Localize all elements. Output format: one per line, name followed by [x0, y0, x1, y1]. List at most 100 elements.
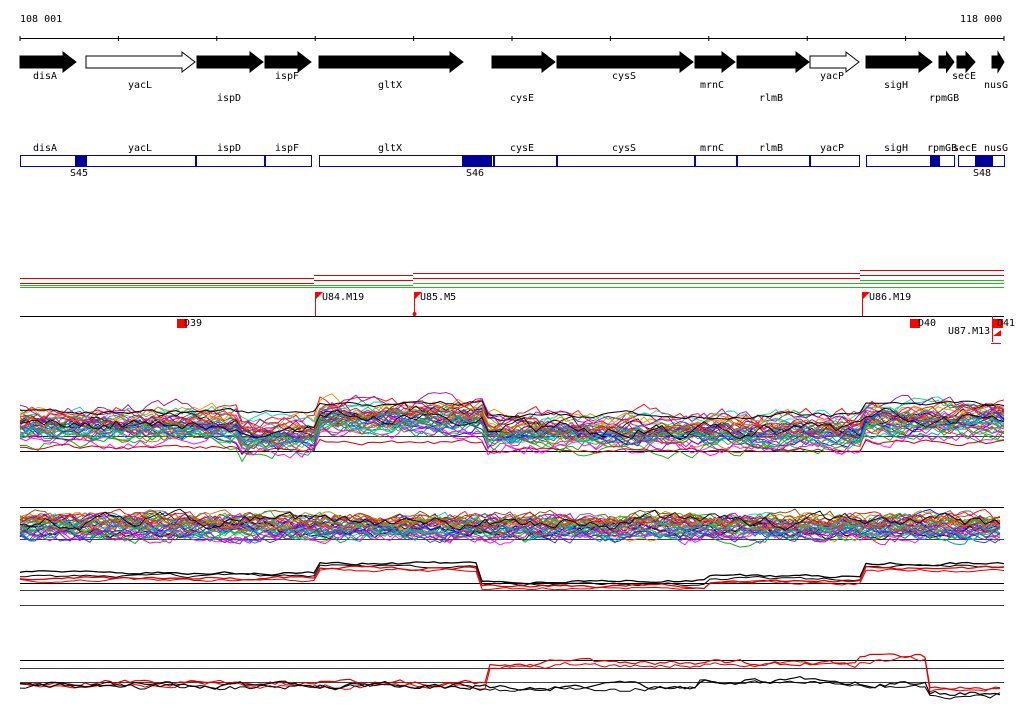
track3-black-trace [19, 675, 1001, 696]
track1-trace [19, 412, 1005, 448]
gene-label-yacP: yacP [820, 71, 845, 82]
gene-label-gltX: gltX [378, 80, 403, 91]
gene-label-rlmB: rlmB [759, 93, 784, 104]
upstream-marker-flag [993, 330, 1001, 336]
region-box [196, 155, 265, 167]
track3-black-trace [19, 679, 1001, 700]
gene-arrow-ispD [196, 50, 264, 74]
region-label-rlmB: rlmB [759, 143, 784, 154]
gene-label-sigH: sigH [884, 80, 909, 91]
region-label-secE: secE [953, 143, 978, 154]
region-label-sigH: sigH [884, 143, 909, 154]
track2-trace [19, 512, 1001, 531]
gene-arrow-disA [19, 50, 77, 74]
region-box [737, 155, 810, 167]
gene-label-yacL: yacL [128, 80, 153, 91]
gene-arrow-ispF [264, 50, 312, 74]
site-label-S45: S45 [70, 168, 89, 179]
upstream-marker-U84.M19: U84.M19 [322, 292, 365, 303]
track2-trace [19, 522, 1001, 542]
gene-arrow-cysS [556, 50, 694, 74]
upstream-marker-U87.M13: U87.M13 [948, 326, 991, 337]
track2-trace [19, 523, 1001, 545]
track1-trace [19, 399, 1005, 437]
upstream-marker-flag [315, 292, 323, 300]
gene-label-rpmGB: rpmGB [929, 93, 960, 104]
region-label-yacP: yacP [820, 143, 845, 154]
track1-trace [19, 410, 1005, 450]
track1-trace [19, 420, 1005, 456]
track2-black-step-trace [19, 561, 1005, 585]
region-label-mrnC: mrnC [700, 143, 725, 154]
gene-label-ispD: ispD [217, 93, 242, 104]
track2-trace [19, 508, 1001, 531]
track2-trace [19, 508, 1001, 528]
upstream-marker-U85.M5: U85.M5 [420, 292, 457, 303]
track1-red-trace [19, 438, 1005, 455]
track2-trace [19, 524, 1001, 546]
downstream-marker-box [177, 319, 187, 328]
region-label-cysS: cysS [612, 143, 637, 154]
gene-arrow-gltX [318, 50, 464, 74]
downstream-marker-D40: D40 [918, 318, 937, 329]
gene-arrow-yacP [809, 50, 860, 74]
site-block [930, 156, 940, 166]
site-block [975, 156, 993, 166]
track2-trace [19, 509, 1001, 530]
downstream-marker-box [993, 319, 1003, 328]
gene-label-nusG: nusG [984, 80, 1009, 91]
region-label-ispF: ispF [275, 143, 300, 154]
upstream-marker-U86.M19: U86.M19 [869, 292, 912, 303]
gene-arrow-sigH [865, 50, 933, 74]
gene-arrow-cysE [491, 50, 556, 74]
gene-label-cysS: cysS [612, 71, 637, 82]
gene-arrow-secE [956, 50, 976, 74]
region-box [695, 155, 737, 167]
region-box [494, 155, 557, 167]
track1-trace [19, 410, 1005, 456]
region-box [20, 155, 196, 167]
site-label-S46: S46 [466, 168, 485, 179]
region-label-nusG: nusG [984, 143, 1009, 154]
track2-black-step-trace [19, 563, 1005, 587]
region-label-gltX: gltX [378, 143, 403, 154]
gene-arrow-yacL [85, 50, 196, 74]
gene-arrow-nusG [991, 50, 1005, 74]
track3-red-trace [19, 655, 1001, 693]
region-label-disA: disA [33, 143, 58, 154]
region-label-cysE: cysE [510, 143, 535, 154]
region-box [265, 155, 312, 167]
gene-label-cysE: cysE [510, 93, 535, 104]
site-block [75, 156, 87, 166]
upstream-marker-flag [414, 292, 422, 300]
downstream-marker-D39: D39 [184, 318, 203, 329]
region-box [866, 155, 955, 167]
start-coordinate: 108 001 [20, 14, 63, 25]
site-label-S48: S48 [973, 168, 992, 179]
region-box [557, 155, 695, 167]
downstream-marker-box [910, 319, 920, 328]
gene-label-ispF: ispF [275, 71, 300, 82]
region-box [319, 155, 494, 167]
track1-black-trace [19, 400, 1005, 420]
track1-trace [19, 402, 1005, 435]
upstream-marker-flag [862, 292, 870, 300]
gene-label-mrnC: mrnC [700, 80, 725, 91]
track1-trace [19, 392, 1005, 432]
track2-trace [19, 510, 1001, 529]
region-box [958, 155, 1005, 167]
track1-trace [19, 407, 1005, 441]
track2-red-step-trace [19, 565, 1005, 590]
region-label-rpmGB: rpmGB [927, 143, 958, 154]
track2-trace [19, 524, 1001, 544]
gene-arrow-rpmGB [938, 50, 955, 74]
site-block [462, 156, 492, 166]
marker-dot [412, 312, 417, 316]
track2-trace [19, 516, 1001, 538]
region-label-ispD: ispD [217, 143, 242, 154]
gene-arrow-rlmB [736, 50, 810, 74]
downstream-marker-D41: D41 [997, 318, 1016, 329]
gene-label-disA: disA [33, 71, 58, 82]
